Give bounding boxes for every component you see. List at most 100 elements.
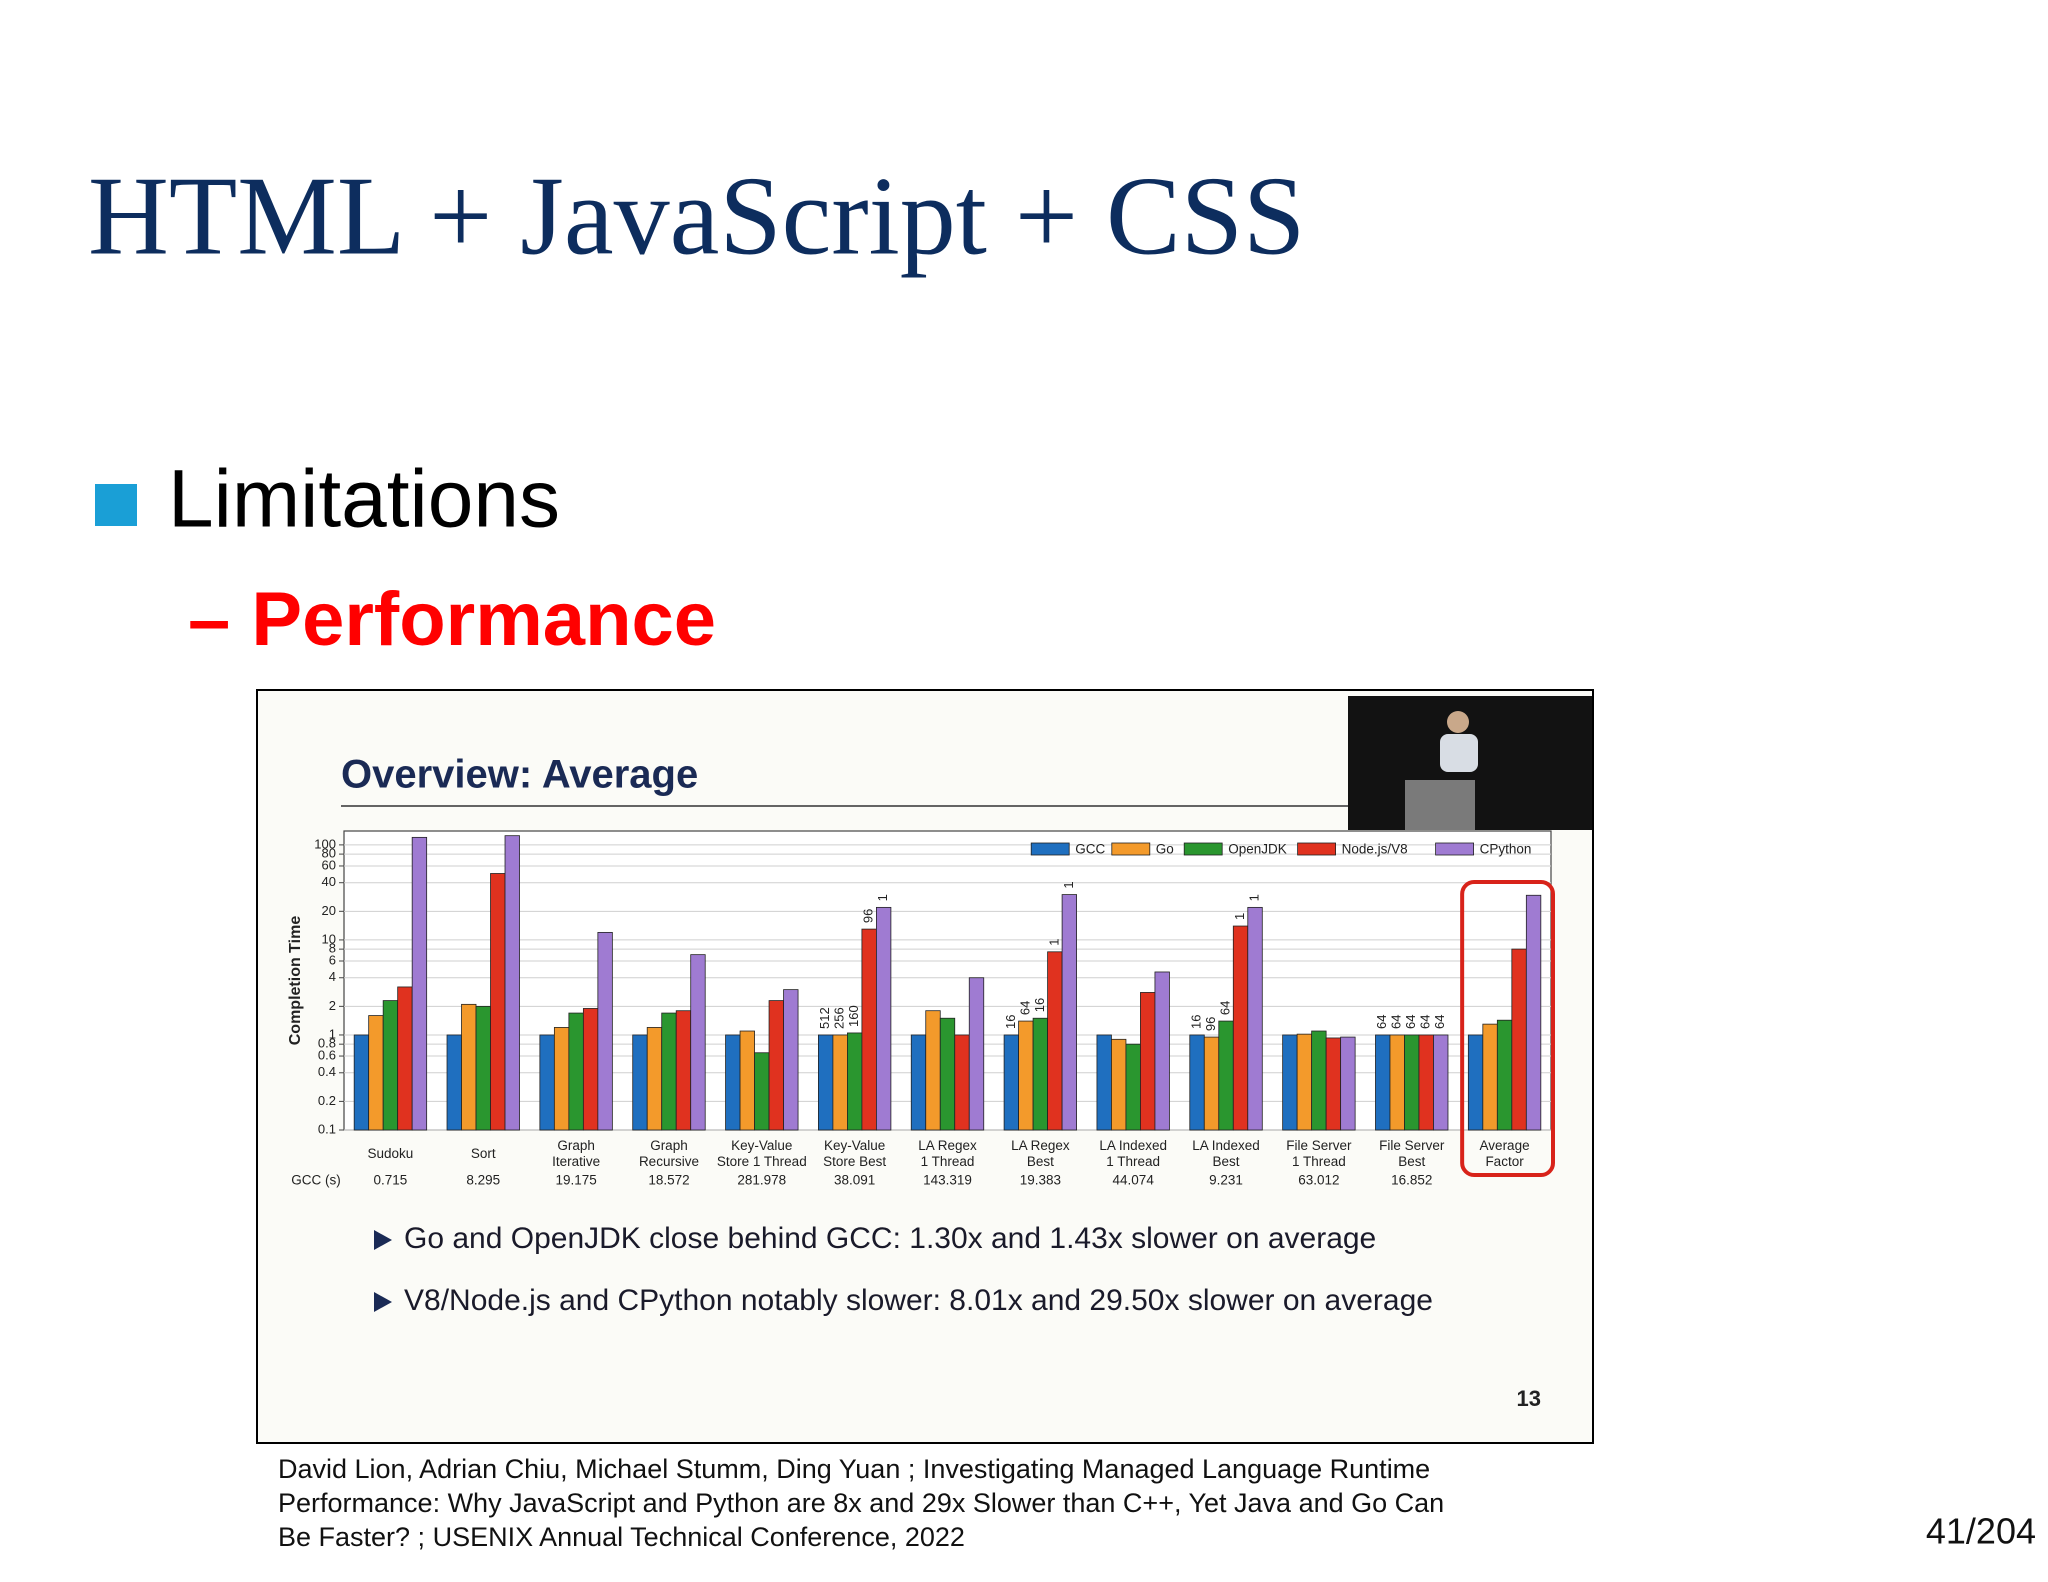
y-tick-label: 6 xyxy=(329,952,336,967)
bullet-square xyxy=(95,484,137,526)
bar xyxy=(1061,894,1077,1131)
bar xyxy=(1003,1034,1019,1131)
y-tick-label: 80 xyxy=(322,846,336,861)
thread-label: 1 xyxy=(1061,881,1076,888)
thread-label: 64 xyxy=(1217,1001,1232,1015)
bar xyxy=(954,1034,970,1131)
bar xyxy=(876,906,892,1131)
bar xyxy=(754,1052,770,1131)
x-tick-label: File Server 1 Thread xyxy=(1286,1138,1352,1169)
thread-label: 160 xyxy=(846,1005,861,1027)
bar xyxy=(1325,1037,1342,1131)
bar xyxy=(1203,1036,1220,1131)
bar xyxy=(475,1005,491,1131)
bar xyxy=(582,1008,599,1131)
gcc-row-label: GCC (s) xyxy=(291,1173,341,1188)
legend-label: Node.js/V8 xyxy=(1342,842,1408,857)
legend-swatch xyxy=(1183,842,1223,856)
gcc-time: 281.978 xyxy=(737,1173,786,1188)
y-axis-label: Completion Time xyxy=(287,916,304,1046)
bar xyxy=(646,1027,663,1131)
bar xyxy=(910,1034,927,1131)
thread-label: 64 xyxy=(1432,1014,1447,1028)
bar xyxy=(1282,1034,1298,1131)
legend-label: CPython xyxy=(1480,842,1532,857)
y-tick-label: 0.1 xyxy=(318,1121,336,1136)
y-tick-label: 0.2 xyxy=(318,1093,336,1108)
gcc-time: 0.715 xyxy=(374,1173,408,1188)
thread-label: 16 xyxy=(1003,1014,1018,1028)
speaker-body xyxy=(1440,734,1478,772)
bar xyxy=(1232,925,1249,1131)
citation-line: Performance: Why JavaScript and Python a… xyxy=(278,1488,1444,1518)
x-tick-label: File Server Best xyxy=(1379,1138,1445,1169)
bar xyxy=(1296,1033,1313,1131)
bar xyxy=(1218,1020,1234,1131)
highlight-box xyxy=(1460,880,1555,1177)
y-tick-label: 60 xyxy=(322,857,336,872)
legend-swatch xyxy=(1435,842,1474,856)
gcc-time: 19.383 xyxy=(1020,1173,1061,1188)
thread-label: 512 xyxy=(817,1007,832,1029)
bar xyxy=(539,1034,555,1131)
bar xyxy=(847,1032,863,1131)
bar xyxy=(968,977,985,1131)
x-tick-label: Average Factor xyxy=(1480,1138,1530,1169)
bar xyxy=(861,928,877,1131)
bar xyxy=(1032,1017,1048,1131)
x-tick-label: LA Regex Best xyxy=(1011,1138,1070,1169)
thread-label: 1 xyxy=(1046,939,1061,946)
citation-line: David Lion, Adrian Chiu, Michael Stumm, … xyxy=(278,1454,1430,1484)
note-text: V8/Node.js and CPython notably slower: 8… xyxy=(404,1284,1433,1317)
sub-bullet-text: – Performance xyxy=(188,577,716,662)
y-tick-label: 8 xyxy=(329,941,336,956)
bar xyxy=(725,1034,741,1131)
bar xyxy=(1525,894,1542,1131)
bar xyxy=(818,1034,834,1131)
thread-label: 64 xyxy=(1389,1014,1404,1028)
bar xyxy=(446,1034,462,1131)
bar xyxy=(1247,906,1263,1131)
bar xyxy=(1467,1034,1484,1131)
slide-title: HTML + JavaScript + CSS xyxy=(88,155,1305,279)
podium xyxy=(1405,780,1475,830)
bar xyxy=(1125,1043,1141,1131)
gcc-time: 63.012 xyxy=(1298,1173,1339,1188)
y-tick-label: 20 xyxy=(322,903,336,918)
note-arrow xyxy=(374,1230,392,1250)
bar xyxy=(1047,951,1063,1131)
bar xyxy=(382,1000,399,1131)
gcc-time: 16.852 xyxy=(1391,1173,1432,1188)
bar xyxy=(490,873,506,1131)
x-tick-label: Key-Value Store 1 Thread xyxy=(717,1138,807,1169)
bar xyxy=(1496,1019,1513,1131)
legend-label: Go xyxy=(1156,842,1174,857)
gcc-time: 18.572 xyxy=(648,1173,689,1188)
bar xyxy=(1140,992,1156,1131)
embedded-page-number: 13 xyxy=(1517,1386,1541,1411)
note-text: Go and OpenJDK close behind GCC: 1.30x a… xyxy=(404,1222,1376,1255)
y-tick-label: 0.4 xyxy=(318,1064,336,1079)
thread-label: 64 xyxy=(1017,1001,1032,1015)
bar xyxy=(1389,1034,1405,1131)
note-arrow xyxy=(374,1292,392,1312)
bar xyxy=(832,1034,848,1131)
bar xyxy=(368,1015,384,1131)
bar xyxy=(504,835,520,1131)
bar xyxy=(1418,1034,1434,1131)
x-tick-label: Sudoku xyxy=(368,1146,414,1161)
legend-label: GCC xyxy=(1075,842,1105,857)
gcc-time: 19.175 xyxy=(555,1173,596,1188)
bar xyxy=(768,1000,784,1131)
bullet-text: Limitations xyxy=(168,454,560,545)
bar xyxy=(411,836,428,1131)
bar xyxy=(1511,948,1527,1131)
bar xyxy=(939,1017,956,1131)
bar xyxy=(1111,1038,1127,1131)
bar xyxy=(1096,1034,1112,1131)
embedded-title: Overview: Average xyxy=(341,753,698,797)
y-tick-label: 0.6 xyxy=(318,1047,336,1062)
legend-swatch xyxy=(1297,842,1336,856)
bar xyxy=(1482,1023,1498,1131)
x-tick-label: LA Regex 1 Thread xyxy=(918,1138,977,1169)
